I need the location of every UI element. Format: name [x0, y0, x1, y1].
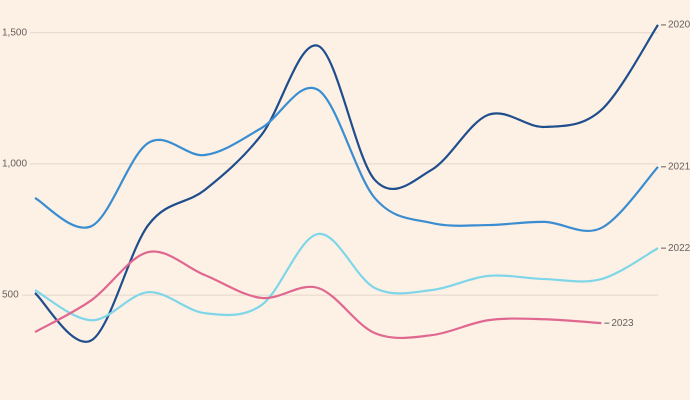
series-line: [34, 24, 659, 343]
series-label: 2022: [668, 243, 690, 254]
y-tick-label: 1,000: [2, 159, 27, 170]
series-label: 2021: [668, 161, 690, 172]
y-tick-label: 1,500: [2, 27, 27, 38]
series-label: 2020: [668, 20, 690, 31]
y-tick-label: 500: [2, 290, 19, 301]
series-label: 2023: [611, 318, 634, 329]
series-line: [34, 250, 602, 340]
series-line: [34, 232, 659, 322]
series-line: [34, 86, 659, 233]
